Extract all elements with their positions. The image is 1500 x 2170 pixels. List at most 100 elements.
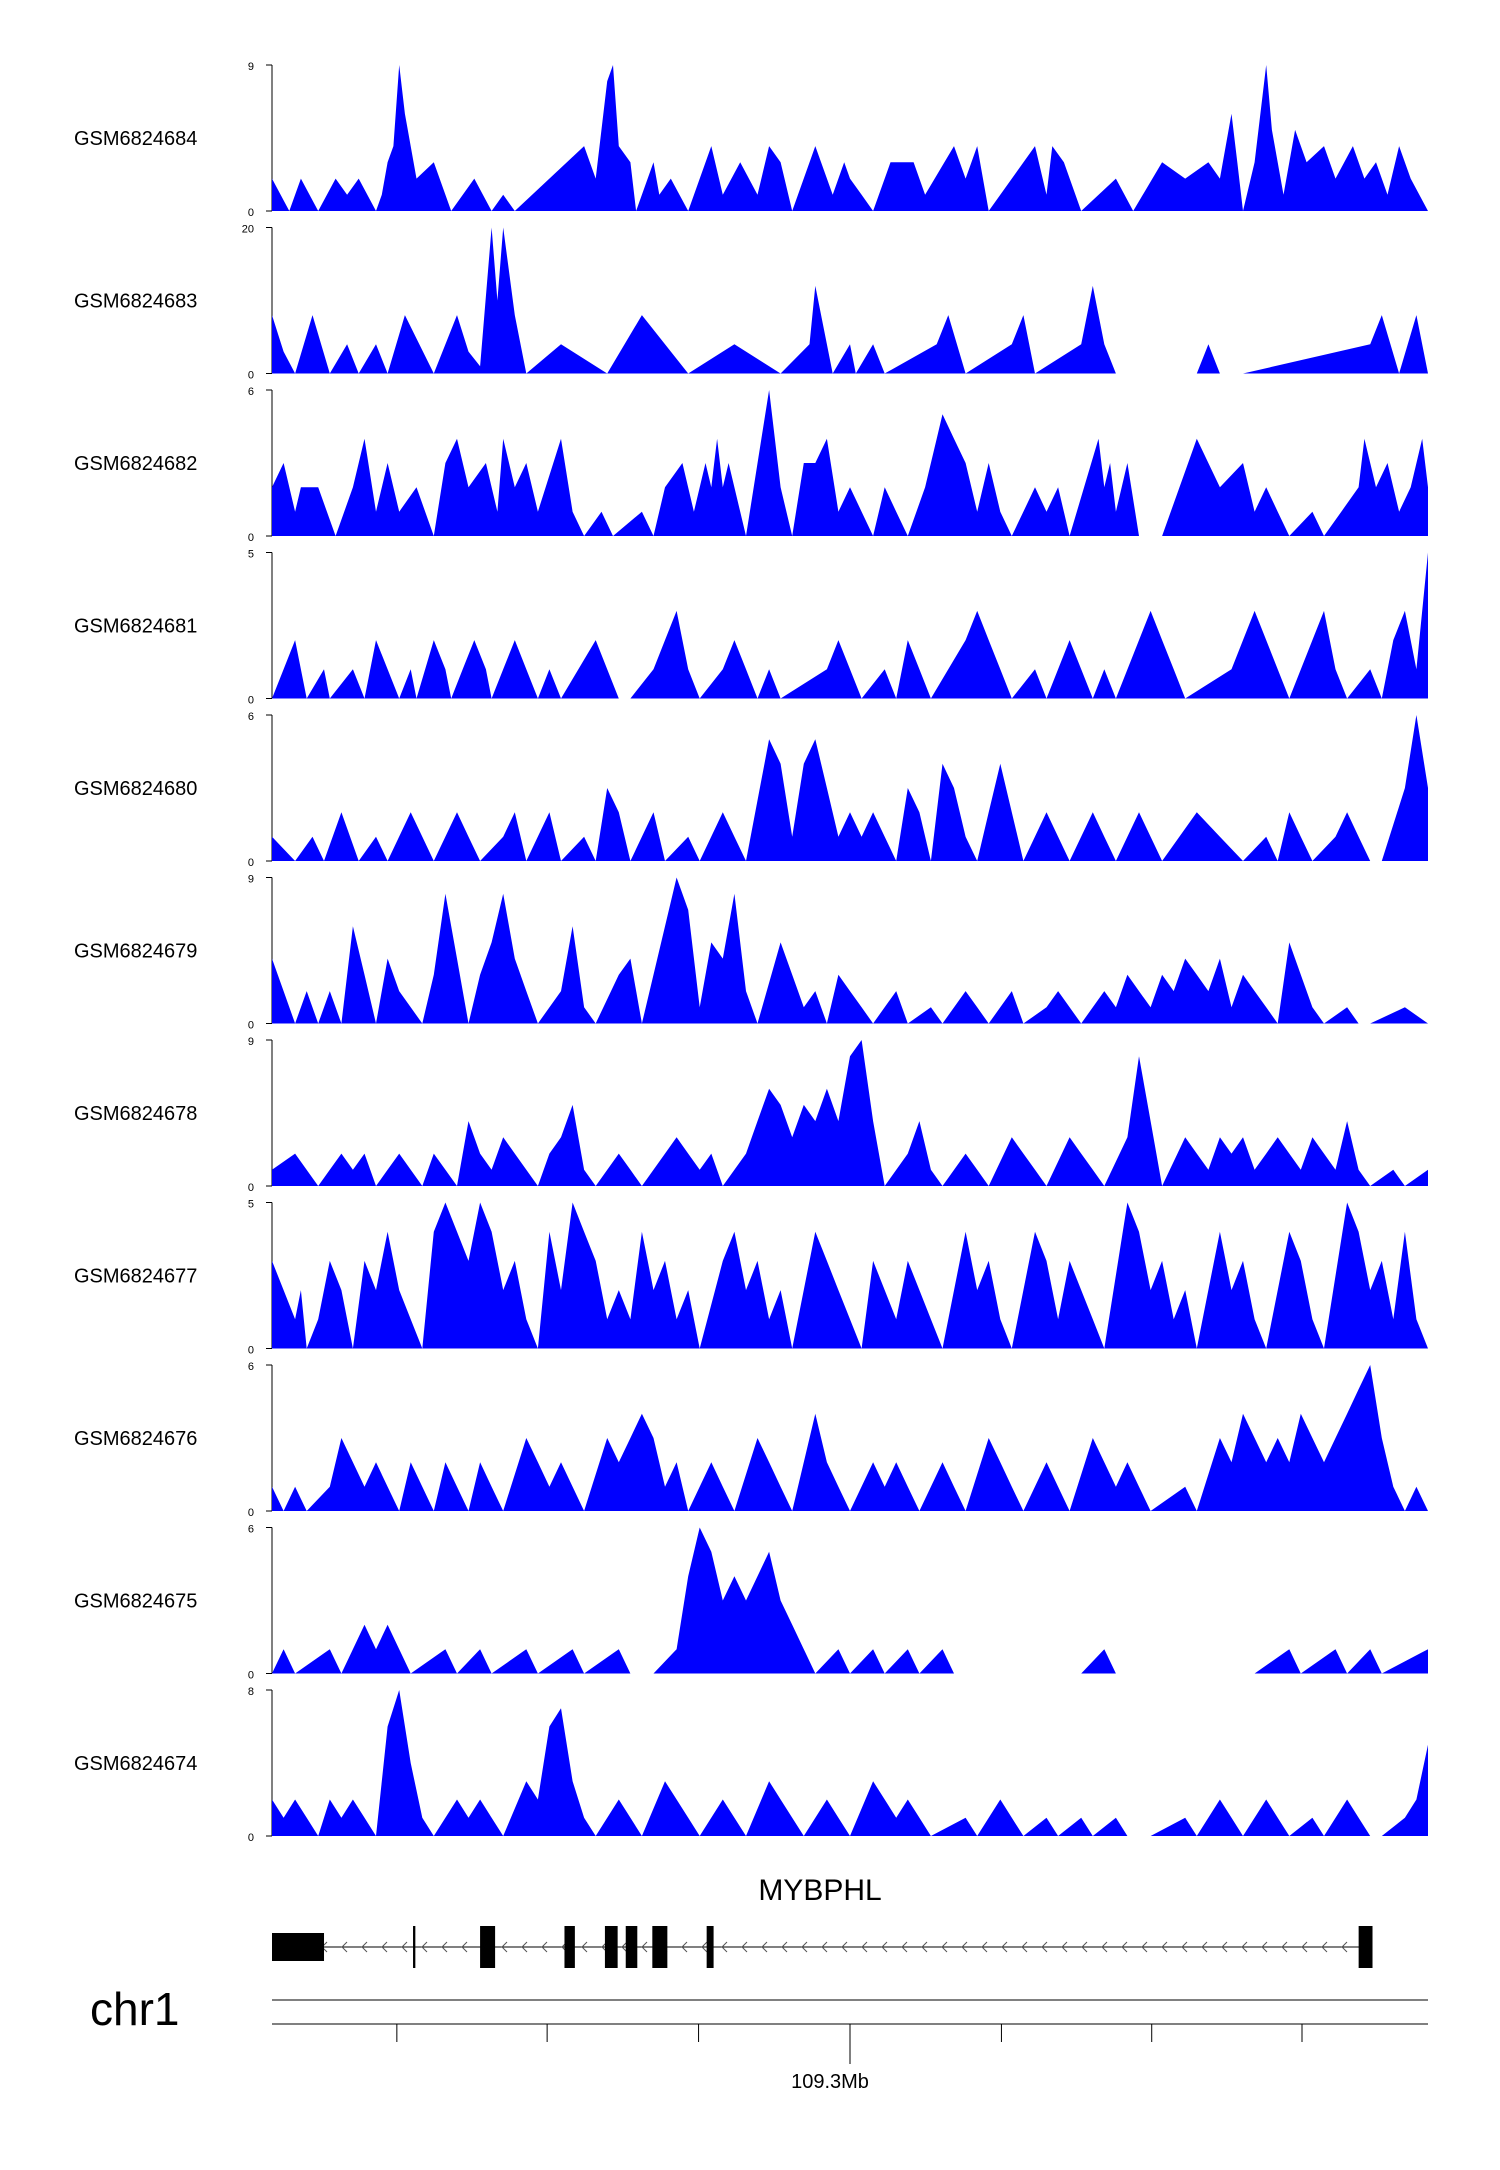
strand-arrow: [861, 1941, 868, 1953]
y-tick-label-max: 20: [242, 224, 254, 236]
strand-arrow: [1261, 1941, 1268, 1953]
signal-area: [272, 1527, 1428, 1674]
strand-arrow: [581, 1941, 588, 1953]
track-label: GSM6824678: [74, 1103, 197, 1125]
track-GSM6824683: GSM6824683 20 0: [74, 224, 1428, 382]
strand-arrow: [441, 1941, 448, 1953]
exon-block: [1358, 1926, 1373, 1968]
strand-arrow: [1161, 1941, 1168, 1953]
strand-arrow: [681, 1941, 688, 1953]
y-tick-label-max: 5: [248, 549, 254, 561]
strand-arrow: [1221, 1941, 1228, 1953]
track-GSM6824679: GSM6824679 9 0: [74, 874, 1428, 1032]
y-tick-label-min: 0: [248, 857, 254, 869]
strand-arrow: [741, 1941, 748, 1953]
track-GSM6824682: GSM6824682 6 0: [74, 386, 1428, 544]
exon-block: [652, 1926, 668, 1968]
strand-arrow: [1001, 1941, 1008, 1953]
track-label: GSM6824675: [74, 1591, 197, 1613]
exon-block: [625, 1926, 638, 1968]
track-label: GSM6824682: [74, 453, 197, 475]
strand-arrow: [1341, 1941, 1348, 1953]
strand-arrow: [401, 1941, 408, 1953]
genomic-axis: chr1 109.3Mb: [90, 1983, 1428, 2093]
track-label: GSM6824680: [74, 778, 197, 800]
track-label: GSM6824676: [74, 1428, 197, 1450]
strand-arrow: [641, 1941, 648, 1953]
strand-arrow: [1081, 1941, 1088, 1953]
y-tick-label-min: 0: [248, 1182, 254, 1194]
strand-arrow: [541, 1941, 548, 1953]
y-tick-label-min: 0: [248, 1832, 254, 1844]
y-tick-label-max: 5: [248, 1199, 254, 1211]
track-GSM6824677: GSM6824677 5 0: [74, 1199, 1428, 1357]
strand-arrow: [901, 1941, 908, 1953]
strand-arrow: [381, 1941, 388, 1953]
strand-arrow: [1101, 1941, 1108, 1953]
track-GSM6824675: GSM6824675 6 0: [74, 1524, 1428, 1682]
strand-arrow: [1041, 1941, 1048, 1953]
track-label: GSM6824674: [74, 1753, 197, 1775]
y-tick-label-min: 0: [248, 1670, 254, 1682]
y-tick-label-max: 6: [248, 711, 254, 723]
strand-arrow: [841, 1941, 848, 1953]
signal-area: [272, 390, 1428, 536]
gene-track: MYBPHL: [272, 1874, 1373, 1968]
y-tick-label-max: 6: [248, 1361, 254, 1373]
strand-arrow: [761, 1941, 768, 1953]
y-tick-label-min: 0: [248, 1345, 254, 1357]
strand-arrow: [421, 1941, 428, 1953]
y-tick-label-max: 9: [248, 61, 254, 73]
chromosome-label: chr1: [90, 1983, 179, 2035]
signal-area: [272, 1202, 1428, 1349]
strand-arrow: [461, 1941, 468, 1953]
strand-arrow: [1201, 1941, 1208, 1953]
strand-arrow: [881, 1941, 888, 1953]
signal-area: [272, 715, 1428, 861]
signal-area: [272, 1690, 1428, 1836]
strand-arrow: [961, 1941, 968, 1953]
track-label: GSM6824679: [74, 941, 197, 963]
exon-block: [604, 1926, 618, 1968]
y-tick-label-min: 0: [248, 370, 254, 382]
signal-area: [272, 552, 1428, 699]
strand-arrow: [501, 1941, 508, 1953]
y-tick-label-max: 8: [248, 1686, 254, 1698]
signal-area: [272, 877, 1428, 1024]
track-label: GSM6824684: [74, 128, 197, 150]
signal-area: [272, 65, 1428, 211]
strand-arrow: [621, 1941, 628, 1953]
strand-arrow: [801, 1941, 808, 1953]
strand-arrow: [1281, 1941, 1288, 1953]
exon-block: [564, 1926, 575, 1968]
signal-area: [272, 227, 1428, 374]
track-GSM6824680: GSM6824680 6 0: [74, 711, 1428, 869]
track-GSM6824681: GSM6824681 5 0: [74, 549, 1428, 707]
track-GSM6824678: GSM6824678 9 0: [74, 1036, 1428, 1194]
exon-block: [706, 1926, 714, 1968]
y-tick-label-max: 9: [248, 1036, 254, 1048]
track-GSM6824684: GSM6824684 9 0: [74, 61, 1428, 219]
strand-arrow: [941, 1941, 948, 1953]
strand-arrow: [821, 1941, 828, 1953]
exon-block: [413, 1926, 416, 1968]
strand-arrow: [921, 1941, 928, 1953]
strand-arrow: [781, 1941, 788, 1953]
strand-arrow: [1021, 1941, 1028, 1953]
strand-arrow: [701, 1941, 708, 1953]
strand-arrow: [721, 1941, 728, 1953]
gene-name-label: MYBPHL: [758, 1874, 881, 1907]
strand-arrow: [361, 1941, 368, 1953]
strand-arrow: [1181, 1941, 1188, 1953]
exon-block: [480, 1926, 496, 1968]
track-label: GSM6824683: [74, 291, 197, 313]
track-label: GSM6824681: [74, 616, 197, 638]
strand-arrow: [1141, 1941, 1148, 1953]
strand-arrow: [1121, 1941, 1128, 1953]
y-tick-label-max: 6: [248, 1524, 254, 1536]
signal-tracks: GSM682468490GSM6824683200GSM682468260GSM…: [74, 61, 1428, 1844]
strand-arrow: [1241, 1941, 1248, 1953]
y-tick-label-min: 0: [248, 695, 254, 707]
strand-arrow: [341, 1941, 348, 1953]
